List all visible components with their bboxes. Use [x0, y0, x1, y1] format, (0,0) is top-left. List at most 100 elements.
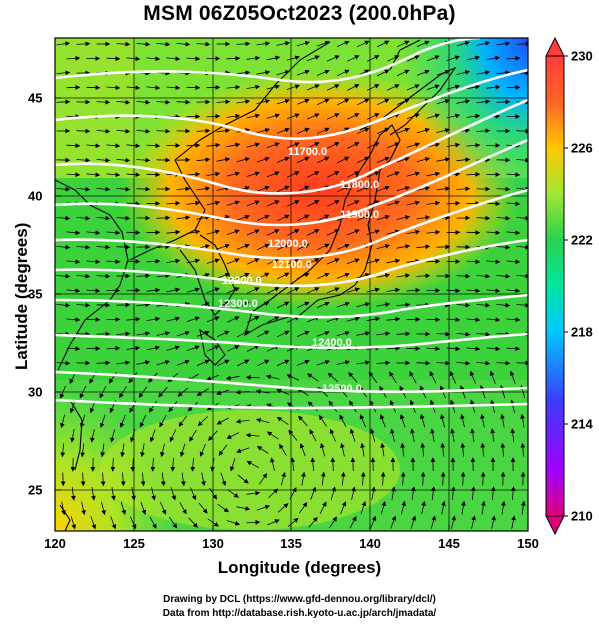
- wind-arrow: [276, 330, 290, 338]
- wind-arrow: [176, 330, 190, 337]
- wind-arrow: [376, 98, 390, 106]
- wind-arrow: [370, 457, 376, 472]
- wind-arrow: [456, 273, 471, 279]
- wind-arrow: [406, 287, 421, 293]
- wind-arrow: [258, 473, 268, 485]
- wind-arrow: [60, 443, 66, 458]
- wind-arrow: [306, 113, 320, 120]
- wind-arrow: [426, 258, 441, 264]
- wind-arrow: [146, 56, 161, 62]
- wind-arrow: [220, 472, 227, 486]
- wind-arrow: [406, 200, 421, 206]
- wind-arrow: [349, 515, 357, 529]
- wind-arrow: [326, 55, 340, 62]
- wind-arrow: [226, 520, 240, 526]
- wind-arrow: [386, 113, 400, 120]
- wind-arrow: [201, 472, 206, 487]
- wind-arrow: [226, 113, 241, 119]
- wind-arrow: [380, 471, 386, 486]
- wind-arrow: [296, 40, 310, 47]
- wind-arrow: [426, 229, 441, 235]
- wind-arrow: [166, 287, 181, 293]
- wind-arrow: [296, 359, 310, 366]
- wind-arrow: [436, 360, 451, 366]
- wind-arrow: [146, 172, 161, 178]
- wind-arrow: [406, 84, 420, 91]
- wind-arrow: [276, 359, 290, 367]
- wind-arrow: [460, 471, 466, 486]
- wind-arrow: [266, 229, 280, 236]
- wind-arrow: [146, 287, 161, 293]
- wind-arrow: [306, 55, 320, 62]
- wind-arrow: [380, 501, 386, 515]
- wind-arrow: [80, 443, 86, 458]
- wind-arrow: [196, 186, 211, 191]
- wind-arrow: [60, 472, 66, 487]
- wind-arrow: [396, 244, 411, 249]
- wind-arrow: [346, 171, 360, 178]
- wind-arrow: [96, 186, 111, 192]
- wind-arrow: [347, 113, 360, 120]
- figure-title: MSM 06Z05Oct2023 (200.0hPa): [143, 2, 456, 25]
- wind-arrow: [316, 301, 330, 308]
- wind-arrow: [56, 302, 71, 308]
- wind-arrow: [379, 414, 386, 428]
- wind-arrow: [466, 288, 481, 294]
- wind-arrow: [116, 41, 131, 47]
- wind-arrow: [86, 288, 101, 294]
- wind-arrow: [66, 143, 81, 149]
- wind-arrow: [349, 428, 356, 442]
- wind-arrow: [339, 414, 347, 427]
- wind-arrow: [416, 127, 430, 134]
- wind-arrow: [400, 442, 406, 457]
- x-tick-label: 135: [280, 536, 302, 551]
- colorbar-tick-label: 210: [571, 508, 593, 524]
- wind-arrow: [496, 302, 511, 308]
- wind-arrow: [496, 186, 511, 192]
- wind-arrow: [246, 490, 261, 496]
- wind-arrow: [179, 443, 186, 457]
- wind-arrow: [351, 486, 356, 500]
- wind-arrow: [166, 258, 181, 264]
- wind-arrow: [360, 471, 366, 486]
- wind-arrow: [226, 200, 240, 206]
- wind-arrow: [466, 171, 481, 177]
- wind-arrow: [218, 444, 228, 456]
- wind-arrow: [346, 229, 360, 236]
- wind-arrow: [486, 259, 501, 265]
- wind-arrow: [449, 370, 457, 384]
- wind-arrow: [156, 128, 171, 134]
- wind-arrow: [376, 331, 391, 337]
- wind-arrow: [126, 345, 141, 351]
- wind-arrow: [227, 489, 239, 498]
- wind-arrow: [188, 517, 198, 528]
- wind-arrow: [178, 415, 188, 427]
- wind-arrow: [367, 84, 380, 91]
- wind-arrow: [326, 113, 340, 120]
- wind-arrow: [328, 400, 338, 412]
- x-tick-label: 125: [123, 536, 145, 551]
- wind-arrow: [235, 418, 250, 424]
- wind-arrow: [80, 472, 86, 487]
- wind-arrow: [409, 371, 417, 384]
- wind-arrow: [246, 258, 260, 265]
- wind-arrow: [366, 316, 381, 322]
- wind-arrow: [430, 515, 436, 529]
- wind-arrow: [377, 69, 390, 77]
- wind-arrow: [246, 287, 260, 294]
- wind-arrow: [156, 41, 171, 47]
- wind-arrow: [496, 41, 511, 47]
- wind-arrow: [246, 229, 260, 236]
- wind-arrow: [286, 374, 300, 381]
- wind-arrow: [326, 287, 340, 294]
- wind-arrow: [226, 171, 241, 177]
- wind-arrow: [236, 301, 250, 309]
- wind-arrow: [336, 331, 350, 337]
- wind-arrow: [136, 128, 151, 134]
- colorbar-tick-label: 230: [571, 48, 593, 64]
- wind-arrow: [357, 127, 370, 135]
- wind-arrow: [100, 443, 106, 458]
- wind-arrow: [506, 55, 521, 61]
- wind-arrow: [256, 99, 271, 104]
